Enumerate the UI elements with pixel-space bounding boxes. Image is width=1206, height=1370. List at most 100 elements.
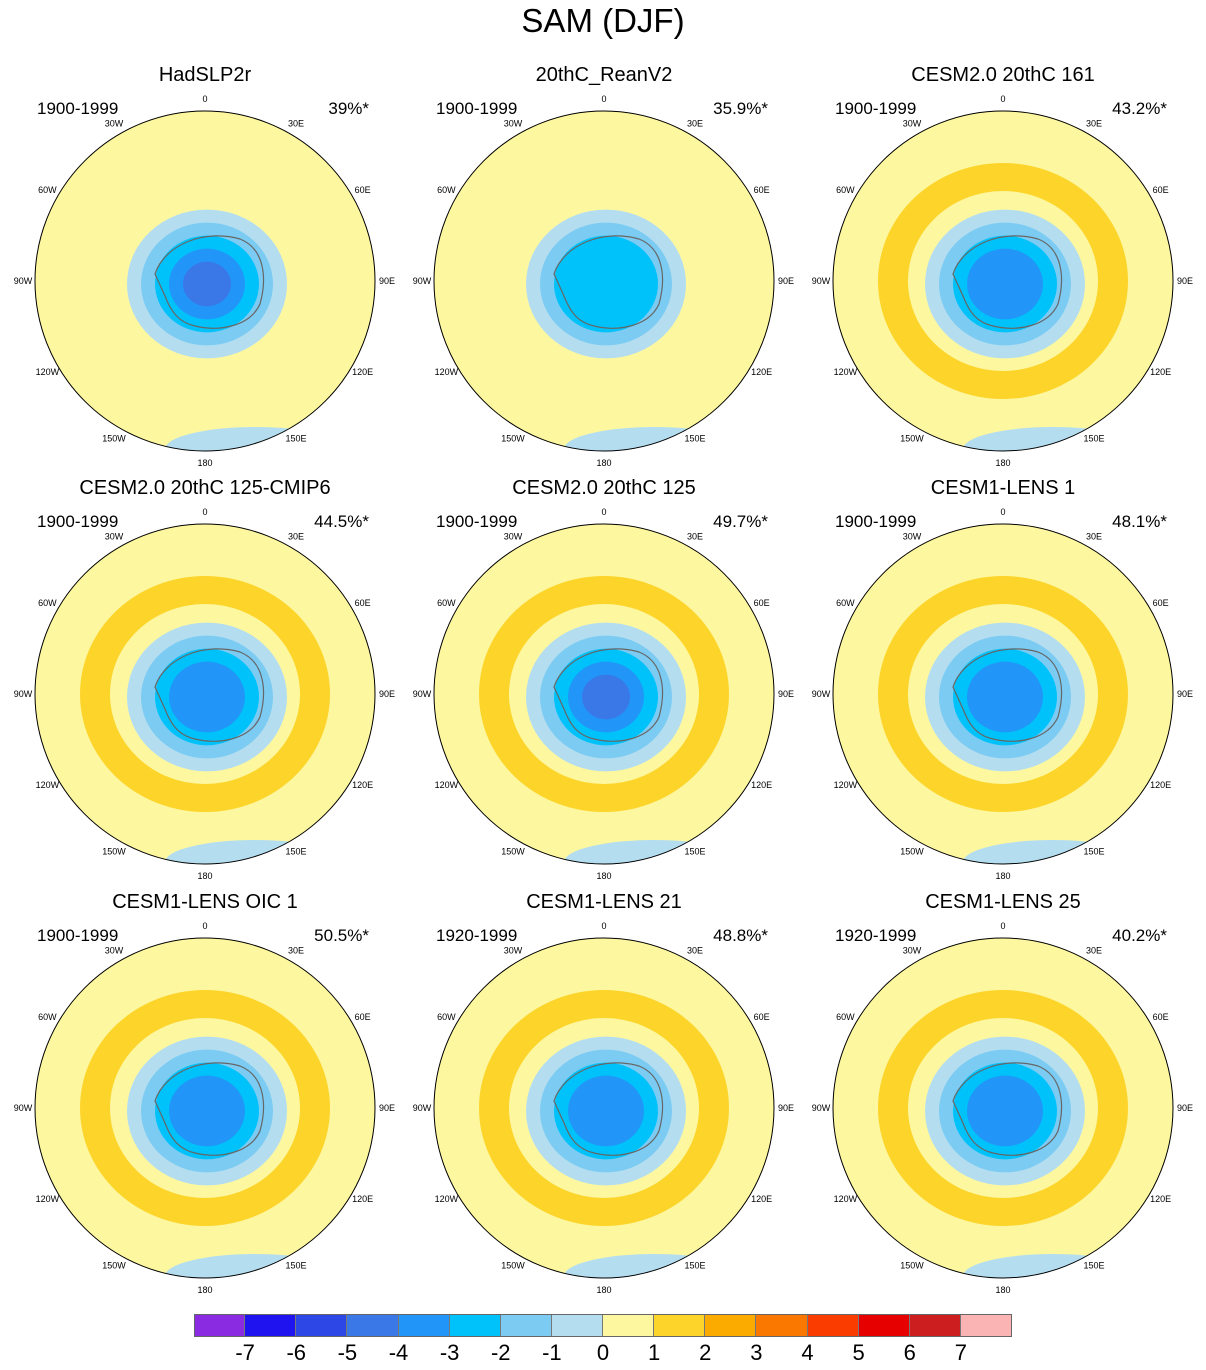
contour-fill-negative — [967, 248, 1043, 320]
colorbar-tick-label: -1 — [542, 1340, 562, 1365]
longitude-label: 0 — [1000, 921, 1005, 931]
colorbar-tick-label: 4 — [801, 1340, 814, 1365]
longitude-label: 120E — [352, 780, 373, 790]
longitude-label: 90E — [379, 1103, 395, 1113]
longitude-label: 30W — [105, 531, 124, 541]
longitude-label: 60W — [38, 1012, 57, 1022]
panel-period: 1900-1999 — [436, 512, 518, 531]
colorbar-tick-label: 7 — [954, 1340, 967, 1365]
map-panel: 0 30E 60E 90E 120E 150E 180 150W 120W 90W 60W 30W Ha… — [5, 64, 405, 474]
map-panel: 0 30E 60E 90E 120E 150E 180 150W 120W 90W 60W 30W CE… — [404, 477, 804, 887]
panel-title: CESM2.0 20thC 125-CMIP6 — [79, 477, 331, 499]
longitude-label: 90W — [413, 689, 432, 699]
panel-period: 1900-1999 — [835, 512, 917, 531]
longitude-label: 30W — [903, 945, 922, 955]
longitude-label: 0 — [601, 94, 606, 104]
panel-variance-percent: 40.2%* — [1112, 926, 1167, 945]
longitude-label: 150W — [102, 434, 126, 444]
coastline — [154, 235, 265, 329]
colorbar-segment — [245, 1314, 297, 1337]
polar-map: 0 30E 60E 90E 120E 150E 180 150W 120W 90W 60W 30W — [14, 921, 395, 1295]
longitude-label: 120E — [352, 367, 373, 377]
panel-variance-percent: 48.8%* — [713, 926, 768, 945]
colorbar-frame — [194, 1314, 1012, 1337]
polar-map: 0 30E 60E 90E 120E 150E 180 150W 120W 90W 60W 30W — [812, 94, 1193, 468]
longitude-label: 120W — [834, 367, 858, 377]
longitude-label: 120W — [834, 1194, 858, 1204]
longitude-label: 0 — [601, 921, 606, 931]
longitude-label: 90W — [413, 276, 432, 286]
longitude-label: 0 — [202, 507, 207, 517]
longitude-label: 30W — [903, 531, 922, 541]
longitude-label: 150W — [102, 847, 126, 857]
colorbar-tick-label: 6 — [903, 1340, 916, 1365]
longitude-label: 0 — [1000, 507, 1005, 517]
figure-title: SAM (DJF) — [521, 2, 685, 39]
panel-period: 1920-1999 — [436, 926, 518, 945]
longitude-label: 90W — [14, 689, 33, 699]
panel-title: CESM1-LENS 21 — [526, 891, 682, 913]
panel-period: 1900-1999 — [835, 99, 917, 118]
colorbar-segment — [807, 1314, 859, 1337]
longitude-label: 150W — [501, 434, 525, 444]
longitude-label: 30E — [1086, 118, 1102, 128]
contour-fill-neg-patch — [564, 427, 744, 451]
longitude-label: 120E — [1150, 780, 1171, 790]
coastline — [553, 1062, 664, 1156]
longitude-label: 150E — [285, 434, 306, 444]
contour-fill-negative — [582, 674, 630, 720]
colorbar-segment — [347, 1314, 399, 1337]
contour-fill-neg-patch — [963, 427, 1143, 451]
colorbar-tick-label: -5 — [337, 1340, 358, 1365]
longitude-label: 30E — [687, 945, 703, 955]
colorbar-tick-label: -2 — [490, 1340, 511, 1365]
contour-fill-neg-patch — [165, 427, 345, 451]
colorbar-segment — [756, 1314, 808, 1337]
colorbar-tick-label: 0 — [596, 1340, 610, 1365]
longitude-label: 90E — [1177, 689, 1193, 699]
contour-fill-negative — [967, 661, 1043, 733]
longitude-label: 30W — [105, 945, 124, 955]
longitude-label: 30E — [1086, 945, 1102, 955]
map-boundary — [433, 937, 775, 1279]
contour-fill-negative — [967, 1075, 1043, 1147]
colorbar-tick-label: -7 — [235, 1340, 255, 1365]
colorbar-segment — [449, 1314, 501, 1337]
map-boundary — [34, 937, 376, 1279]
panel-period: 1900-1999 — [436, 99, 518, 118]
longitude-label: 0 — [601, 507, 606, 517]
longitude-label: 30E — [288, 945, 304, 955]
longitude-label: 180 — [995, 871, 1010, 881]
contour-fill-neg-patch — [963, 840, 1143, 864]
contour-fill-negative — [169, 661, 245, 733]
contour-fill-negative — [568, 1075, 644, 1147]
colorbar-tick-label: 5 — [852, 1340, 865, 1365]
panel-variance-percent: 48.1%* — [1112, 512, 1167, 531]
panel-variance-percent: 49.7%* — [713, 512, 768, 531]
longitude-label: 150E — [285, 1261, 306, 1271]
longitude-label: 120W — [36, 780, 60, 790]
longitude-label: 60W — [836, 185, 855, 195]
panel-variance-percent: 35.9%* — [713, 99, 768, 118]
longitude-label: 60W — [437, 598, 456, 608]
longitude-label: 180 — [197, 458, 212, 468]
longitude-label: 180 — [995, 1285, 1010, 1295]
longitude-label: 90E — [379, 276, 395, 286]
panel-period: 1900-1999 — [37, 512, 119, 531]
longitude-label: 0 — [202, 921, 207, 931]
panel-variance-percent: 39%* — [328, 99, 369, 118]
map-boundary — [34, 110, 376, 452]
longitude-label: 120W — [435, 367, 459, 377]
panel-title: CESM1-LENS 1 — [930, 477, 1076, 499]
longitude-label: 30W — [504, 531, 523, 541]
longitude-label: 60E — [1153, 1012, 1169, 1022]
colorbar-tick-label: -3 — [439, 1340, 460, 1365]
colorbar-segment — [551, 1314, 603, 1337]
longitude-label: 150W — [501, 1261, 525, 1271]
longitude-label: 180 — [596, 871, 611, 881]
longitude-label: 30W — [504, 118, 523, 128]
map-panel: 0 30E 60E 90E 120E 150E 180 150W 120W 90W 60W 30W CE… — [5, 891, 405, 1301]
panel-title: CESM1-LENS 25 — [925, 891, 1081, 913]
longitude-label: 60E — [1153, 185, 1169, 195]
polar-map: 0 30E 60E 90E 120E 150E 180 150W 120W 90W 60W 30W — [413, 94, 794, 468]
